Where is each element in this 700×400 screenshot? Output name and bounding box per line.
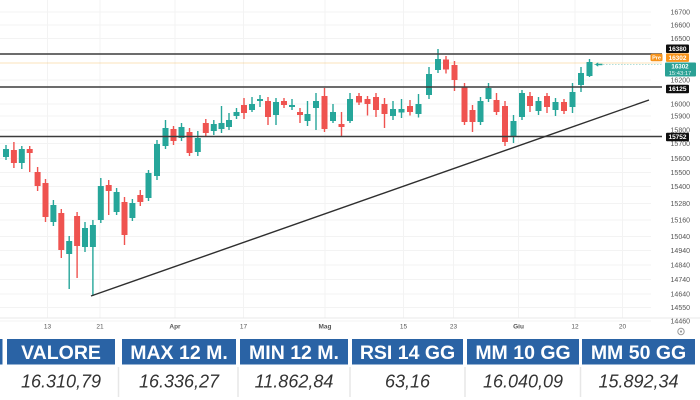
svg-text:16200: 16200 [671,78,691,85]
svg-text:13: 13 [44,324,52,331]
svg-text:20: 20 [619,324,627,331]
svg-text:Mag: Mag [319,324,332,331]
svg-text:15800: 15800 [671,128,691,135]
svg-text:14550: 14550 [671,305,691,312]
svg-text:16302: 16302 [668,55,686,62]
svg-text:Giu: Giu [513,324,524,331]
svg-text:11.862,84: 11.862,84 [255,372,334,392]
svg-text:RSI 14 GG: RSI 14 GG [360,342,455,364]
svg-text:15040: 15040 [671,234,691,241]
svg-text:Apr: Apr [169,324,181,331]
svg-text:15700: 15700 [671,141,691,148]
svg-text:15600: 15600 [671,156,691,163]
svg-text:15: 15 [400,324,408,331]
svg-text:VALORE: VALORE [21,342,101,364]
svg-text:16700: 16700 [671,10,691,17]
svg-text:16.336,27: 16.336,27 [139,372,220,392]
svg-text:15400: 15400 [671,184,691,191]
svg-text:14640: 14640 [671,292,691,299]
svg-text:MM 50 GG: MM 50 GG [591,342,686,364]
svg-text:15.892,34: 15.892,34 [598,372,678,392]
svg-text:15752: 15752 [668,134,686,141]
svg-text:14940: 14940 [671,248,691,255]
svg-text:15900: 15900 [671,114,691,121]
svg-text:16600: 16600 [671,23,691,30]
svg-text:MAX 12 M.: MAX 12 M. [130,342,228,364]
svg-text:63,16: 63,16 [385,372,431,392]
svg-text:23: 23 [450,324,458,331]
svg-text:16.040,09: 16.040,09 [483,372,563,392]
svg-text:15500: 15500 [671,170,691,177]
svg-text:12: 12 [571,324,579,331]
svg-text:17: 17 [240,324,248,331]
svg-text:16125: 16125 [668,86,686,93]
svg-text:16380: 16380 [668,46,686,53]
svg-text:15:43:17: 15:43:17 [669,71,692,77]
svg-text:MIN 12 M.: MIN 12 M. [249,342,339,364]
svg-text:14740: 14740 [671,277,691,284]
svg-text:Pre: Pre [652,55,661,61]
svg-text:21: 21 [96,324,104,331]
svg-text:MM 10 GG: MM 10 GG [475,342,570,364]
svg-text:16.310,79: 16.310,79 [21,372,101,392]
svg-text:16500: 16500 [671,36,691,43]
svg-text:16000: 16000 [671,102,691,109]
svg-text:14840: 14840 [671,263,691,270]
svg-text:16302: 16302 [671,64,689,71]
svg-text:15160: 15160 [671,218,691,225]
svg-text:15280: 15280 [671,201,691,208]
svg-text:14460: 14460 [671,319,691,326]
